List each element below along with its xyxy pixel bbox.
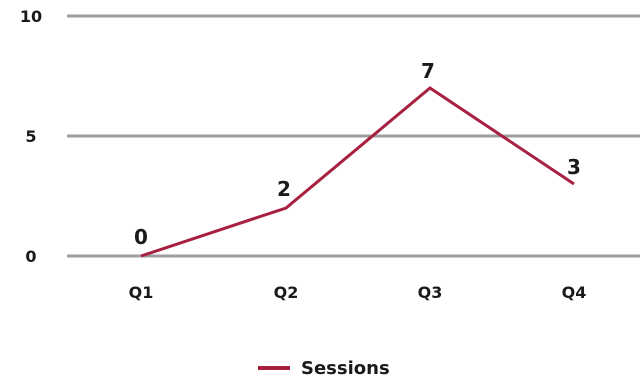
gridlines [67, 14, 640, 258]
x-tick-label-q2: Q2 [274, 283, 299, 302]
x-tick-label-q1: Q1 [129, 283, 154, 302]
data-labels: 0 2 7 3 [134, 59, 581, 249]
y-axis-ticks: 0 5 10 [20, 7, 42, 266]
legend-label-sessions: Sessions [301, 358, 390, 379]
x-tick-label-q3: Q3 [418, 283, 443, 302]
data-label-q3: 7 [421, 59, 435, 83]
y-tick-label-0: 0 [25, 247, 36, 266]
y-tick-label-1: 5 [25, 127, 36, 146]
y-tick-label-2: 10 [20, 7, 42, 26]
data-label-q4: 3 [567, 155, 581, 179]
data-label-q2: 2 [277, 177, 291, 201]
legend: Sessions [258, 358, 390, 379]
x-tick-label-q4: Q4 [562, 283, 587, 302]
series-sessions [140, 86, 575, 258]
sessions-line [140, 86, 575, 258]
x-axis-ticks: Q1 Q2 Q3 Q4 [129, 283, 587, 302]
data-label-q1: 0 [134, 225, 148, 249]
